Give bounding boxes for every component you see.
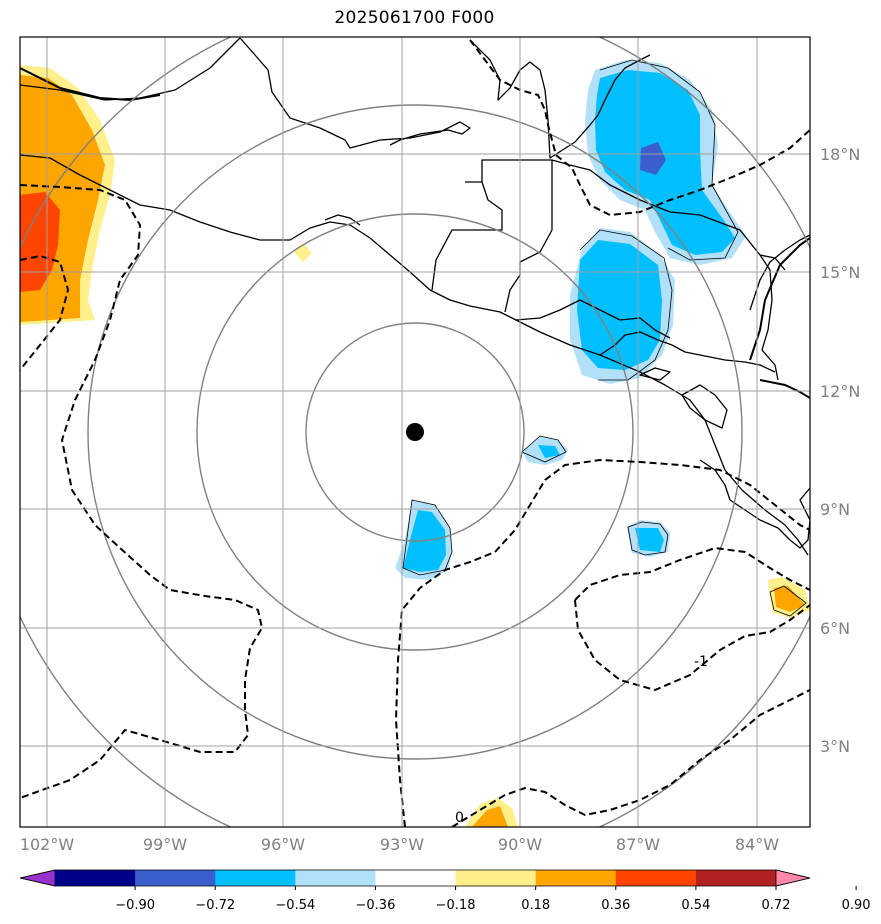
- colorbar-segment: [55, 870, 136, 886]
- lat-label: 9°N: [820, 500, 850, 519]
- gridlines: [20, 37, 810, 827]
- map-title: 2025061700 F000: [334, 8, 495, 28]
- warm-anomaly-west: [20, 65, 115, 325]
- lat-label: 3°N: [820, 737, 850, 756]
- colorbar-label: 0.90: [842, 898, 871, 913]
- contour-label-minus1: -1: [694, 654, 708, 670]
- colorbar-labels: −0.90 −0.72 −0.54 −0.36 −0.18 0.18 0.36 0.54 0.7…: [115, 886, 871, 913]
- lon-label: 90°W: [498, 835, 542, 854]
- colorbar-segment: [455, 870, 537, 886]
- center-marker: [406, 423, 424, 441]
- map-frame: [19, 36, 811, 828]
- colorbar-label: 0.72: [762, 898, 791, 913]
- colorbar-segment: [615, 870, 697, 886]
- dashed-contours: [20, 39, 810, 827]
- colorbar-segment: [535, 870, 617, 886]
- lat-label: 12°N: [820, 382, 860, 401]
- lat-label: 18°N: [820, 145, 860, 164]
- contour-label-zero: 0: [455, 810, 464, 826]
- latitude-labels: 18°N 15°N 12°N 9°N 6°N 3°N: [820, 145, 860, 756]
- colorbar-label: 0.54: [681, 898, 710, 913]
- longitude-labels: 102°W 99°W 96°W 93°W 90°W 87°W 84°W: [20, 835, 779, 854]
- colorbar-segment: [695, 870, 777, 886]
- colorbar-label: 0.18: [521, 898, 550, 913]
- colorbar-label: −0.18: [436, 898, 476, 913]
- warm-anomaly-small: [294, 243, 810, 827]
- colorbar: [19, 869, 811, 887]
- lon-label: 93°W: [380, 835, 424, 854]
- cool-anomaly-central-america: [570, 228, 675, 384]
- lon-label: 99°W: [143, 835, 187, 854]
- lon-label: 96°W: [261, 835, 305, 854]
- colorbar-segment: [215, 870, 296, 886]
- cool-anomaly-pacific: [395, 436, 670, 580]
- colorbar-label: 0.36: [601, 898, 630, 913]
- colorbar-extend-low: [19, 869, 56, 887]
- colorbar-segment: [295, 870, 376, 886]
- colorbar-segment: [135, 870, 216, 886]
- lon-label: 84°W: [735, 835, 779, 854]
- colorbar-segment: [375, 870, 457, 886]
- cool-anomaly-northeast: [585, 60, 746, 265]
- lat-label: 15°N: [820, 263, 860, 282]
- lon-label: 102°W: [20, 835, 75, 854]
- lat-label: 6°N: [820, 619, 850, 638]
- lon-label: 87°W: [616, 835, 660, 854]
- colorbar-label: −0.54: [275, 898, 315, 913]
- colorbar-extend-high: [775, 869, 811, 887]
- colorbar-label: −0.90: [115, 898, 155, 913]
- colorbar-label: −0.72: [195, 898, 235, 913]
- colorbar-outline: [19, 869, 811, 887]
- range-rings: [20, 37, 810, 827]
- colorbar-label: −0.36: [356, 898, 396, 913]
